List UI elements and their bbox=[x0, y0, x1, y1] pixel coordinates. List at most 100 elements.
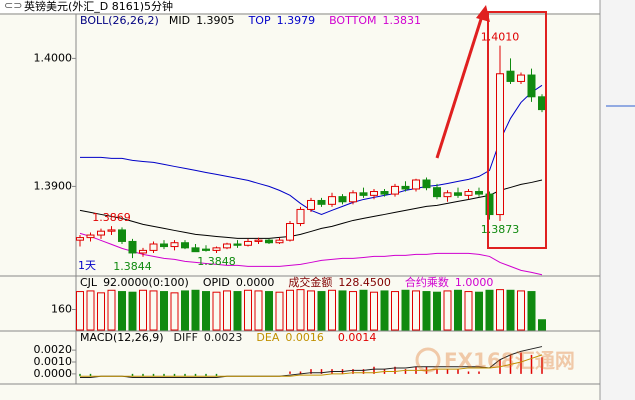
candle-body bbox=[265, 239, 273, 244]
low-label: 1.3848 bbox=[197, 255, 236, 268]
volume-bar bbox=[107, 289, 116, 331]
highlight-box bbox=[487, 11, 547, 249]
volume-bar bbox=[160, 291, 168, 331]
candle-body bbox=[433, 187, 441, 198]
y-tick-label: 0.0010 bbox=[34, 355, 73, 368]
y-tick-label: 0.0000 bbox=[34, 367, 73, 380]
arrow-head bbox=[476, 5, 490, 22]
candle-body bbox=[328, 196, 336, 205]
low-label: 1.3873 bbox=[481, 223, 520, 236]
legend-text: BOTTOM bbox=[329, 14, 376, 27]
y-tick-label: 160 bbox=[51, 303, 72, 316]
candle-body bbox=[107, 229, 116, 232]
candle-body bbox=[76, 237, 84, 241]
volume-bar bbox=[401, 289, 410, 331]
menu-icon[interactable]: ⊂⊃ bbox=[4, 0, 22, 12]
candle-body bbox=[254, 239, 263, 242]
legend-text: TOP bbox=[248, 14, 271, 27]
candle-body bbox=[485, 193, 494, 216]
arrow-shaft bbox=[435, 15, 484, 159]
candle-body bbox=[475, 191, 483, 195]
candle-body bbox=[527, 74, 536, 98]
volume-bar bbox=[475, 291, 483, 331]
candle-body bbox=[181, 242, 189, 249]
candle-body bbox=[443, 192, 452, 198]
watermark-logo bbox=[415, 347, 441, 373]
volume-bar bbox=[496, 289, 504, 331]
volume-bar bbox=[118, 291, 126, 331]
candle-body bbox=[244, 240, 252, 246]
volume-bar bbox=[412, 290, 420, 331]
legend-text: MID bbox=[169, 14, 190, 27]
macd-line bbox=[80, 346, 543, 378]
watermark-text: FX168汇通网 bbox=[444, 349, 575, 373]
candle-body bbox=[97, 230, 105, 236]
volume-bar bbox=[86, 290, 95, 331]
volume-bar bbox=[202, 291, 210, 331]
volume-bar bbox=[454, 289, 462, 331]
y-tick-label: 0.0020 bbox=[34, 343, 73, 356]
volume-bar bbox=[233, 291, 242, 331]
candle-body bbox=[202, 248, 210, 251]
candle-body bbox=[233, 243, 242, 246]
high-label: 1.3869 bbox=[92, 211, 131, 224]
volume-bar bbox=[170, 292, 179, 331]
volume-bar bbox=[244, 289, 252, 331]
candle-body bbox=[380, 191, 389, 195]
candle-body bbox=[496, 73, 504, 216]
candle-body bbox=[538, 96, 546, 111]
legend-text: 1.3831 bbox=[382, 14, 421, 27]
candle-body bbox=[370, 191, 378, 196]
legend-text: 0.0016 bbox=[285, 331, 324, 344]
volume-bar bbox=[370, 291, 378, 331]
legend-text: DEA bbox=[256, 331, 279, 344]
legend-text: 0.0023 bbox=[204, 331, 243, 344]
volume-bar bbox=[149, 290, 158, 331]
legend-text: 1.3905 bbox=[196, 14, 235, 27]
volume-bar bbox=[191, 289, 200, 331]
volume-bar bbox=[307, 290, 315, 331]
volume-bar bbox=[538, 319, 546, 331]
volume-bar bbox=[223, 290, 231, 331]
volume-bar bbox=[359, 289, 368, 331]
candle-body bbox=[422, 179, 431, 189]
candle-body bbox=[275, 239, 284, 244]
band-line bbox=[79, 179, 543, 239]
legend-text: 合约乘数 bbox=[405, 275, 449, 289]
volume-bar bbox=[76, 291, 84, 331]
volume-bar bbox=[254, 290, 263, 331]
side-panel bbox=[600, 0, 635, 400]
volume-bar bbox=[317, 291, 326, 331]
legend-text: 0.0000 bbox=[236, 276, 275, 289]
volume-bar bbox=[139, 289, 147, 331]
low-label: 1.3844 bbox=[113, 260, 152, 273]
volume-bar bbox=[433, 291, 441, 331]
legend-text: DIFF bbox=[174, 331, 198, 344]
candle-body bbox=[506, 70, 515, 82]
candle-body bbox=[191, 247, 200, 253]
high-label: 1.4010 bbox=[481, 31, 520, 44]
legend-text: 成交金额 bbox=[288, 275, 332, 289]
volume-bar bbox=[506, 289, 515, 331]
candle-body bbox=[170, 242, 179, 248]
volume-bar bbox=[275, 291, 284, 331]
period-label: 1天 bbox=[78, 259, 96, 272]
legend-text: 0.0014 bbox=[338, 331, 377, 344]
volume-bar bbox=[443, 290, 452, 331]
candle-body bbox=[349, 192, 357, 203]
legend-text: BOLL(26,26,2) bbox=[80, 14, 159, 27]
volume-bar bbox=[527, 291, 536, 331]
y-tick-label: 1.3900 bbox=[34, 179, 73, 192]
candle-body bbox=[391, 185, 399, 195]
candle-body bbox=[286, 223, 294, 241]
volume-bar bbox=[181, 290, 189, 331]
candle-body bbox=[412, 179, 420, 190]
watermark: FX168汇通网 bbox=[415, 347, 575, 373]
legend-text: MACD(12,26,9) bbox=[80, 331, 164, 344]
candle-body bbox=[128, 240, 137, 254]
candle-body bbox=[464, 191, 473, 196]
volume-bar bbox=[286, 289, 294, 331]
chart-title: 英镑美元(外汇_D 8161)5分钟 bbox=[24, 0, 173, 13]
candle-body bbox=[160, 243, 168, 248]
